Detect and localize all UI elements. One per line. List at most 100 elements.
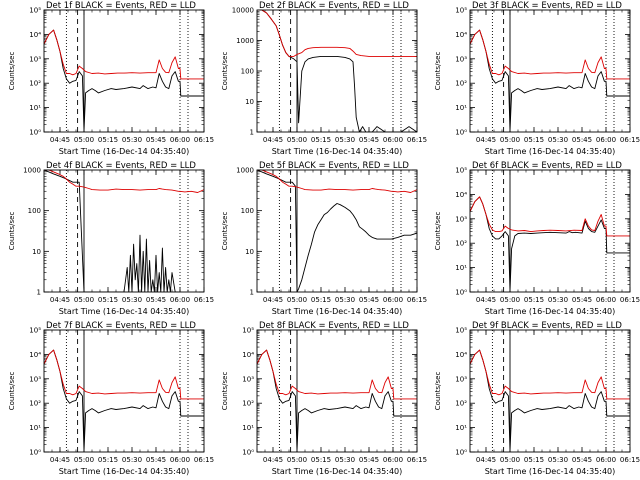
y-tick-label: 10¹ xyxy=(29,104,41,112)
y-tick-label: 10¹ xyxy=(29,424,41,432)
x-tick-label: 05:30 xyxy=(122,456,142,464)
detector-chart: Det 4f BLACK = Events, RED = LLD Counts/s… xyxy=(8,161,214,316)
events-series-line xyxy=(44,349,204,452)
chart-title: Det 6f BLACK = Events, RED = LLD xyxy=(472,161,622,171)
events-series-line xyxy=(44,170,179,292)
detector-chart: Det 5f BLACK = Events, RED = LLD Counts/s… xyxy=(221,161,427,316)
detector-panel: Det 4f BLACK = Events, RED = LLD Counts/s… xyxy=(0,160,214,320)
x-tick-label: 05:00 xyxy=(287,136,307,144)
y-tick-label: 10000 xyxy=(232,7,254,15)
y-tick-label: 10² xyxy=(242,400,254,408)
detector-chart: Det 7f BLACK = Events, RED = LLD Counts/s… xyxy=(8,321,214,476)
x-tick-label: 05:30 xyxy=(335,456,355,464)
series-group xyxy=(44,29,204,132)
series-group xyxy=(44,349,204,452)
x-tick-label: 05:45 xyxy=(359,456,379,464)
events-series-line xyxy=(470,196,630,292)
y-axis-label: Counts/sec xyxy=(221,372,229,411)
x-tick-label: 04:45 xyxy=(50,456,70,464)
x-tick-label: 05:30 xyxy=(335,136,355,144)
y-tick-label: 10⁵ xyxy=(455,327,467,335)
detector-chart: Det 9f BLACK = Events, RED = LLD Counts/s… xyxy=(434,321,640,476)
y-tick-label: 100 xyxy=(241,68,254,76)
detector-panel: Det 6f BLACK = Events, RED = LLD Counts/s… xyxy=(426,160,640,320)
x-axis-label: Start Time (16-Dec-14 04:35:40) xyxy=(272,147,403,156)
chart-title: Det 1f BLACK = Events, RED = LLD xyxy=(46,1,196,11)
detector-chart: Det 6f BLACK = Events, RED = LLD Counts/s… xyxy=(434,161,640,316)
y-tick-label: 10³ xyxy=(455,55,467,63)
y-axis-label: Counts/sec xyxy=(221,212,229,251)
y-tick-label: 1 xyxy=(250,129,254,137)
y-tick-label: 10² xyxy=(29,80,41,88)
x-tick-label: 05:45 xyxy=(359,136,379,144)
y-tick-label: 10² xyxy=(455,240,467,248)
series-group xyxy=(470,29,630,132)
events-series-line xyxy=(470,29,630,132)
detector-chart: Det 3f BLACK = Events, RED = LLD Counts/s… xyxy=(434,1,640,156)
plot-frame xyxy=(256,9,418,133)
x-tick-label: 05:30 xyxy=(548,136,568,144)
y-axis-label: Counts/sec xyxy=(8,52,16,91)
y-tick-label: 1000 xyxy=(236,167,254,175)
plot-frame xyxy=(43,9,205,133)
lld-series-line xyxy=(257,10,417,57)
chart-title: Det 9f BLACK = Events, RED = LLD xyxy=(472,321,622,331)
y-tick-label: 10¹ xyxy=(455,104,467,112)
x-tick-label: 05:15 xyxy=(311,456,331,464)
chart-title: Det 2f BLACK = Events, RED = LLD xyxy=(259,1,409,11)
x-tick-label: 05:00 xyxy=(500,296,520,304)
x-tick-label: 05:45 xyxy=(572,136,592,144)
x-axis-label: Start Time (16-Dec-14 04:35:40) xyxy=(59,467,190,476)
chart-title: Det 3f BLACK = Events, RED = LLD xyxy=(472,1,622,11)
y-axis-label: Counts/sec xyxy=(8,372,16,411)
x-tick-label: 06:00 xyxy=(170,456,190,464)
plot-frame xyxy=(469,169,631,293)
y-tick-label: 10⁵ xyxy=(455,7,467,15)
x-tick-label: 04:45 xyxy=(263,136,283,144)
x-tick-label: 06:00 xyxy=(383,456,403,464)
y-tick-label: 10⁰ xyxy=(455,129,467,137)
lld-series-line xyxy=(470,29,630,80)
x-tick-label: 04:45 xyxy=(50,136,70,144)
plot-frame xyxy=(43,329,205,453)
y-tick-label: 10¹ xyxy=(455,264,467,272)
x-axis-label: Start Time (16-Dec-14 04:35:40) xyxy=(59,147,190,156)
y-tick-label: 10⁵ xyxy=(455,167,467,175)
lld-series-line xyxy=(470,196,630,237)
chart-title: Det 8f BLACK = Events, RED = LLD xyxy=(259,321,409,331)
x-tick-label: 04:45 xyxy=(263,456,283,464)
x-tick-label: 05:45 xyxy=(146,456,166,464)
plot-frame xyxy=(256,329,418,453)
x-tick-label: 06:15 xyxy=(194,296,214,304)
detector-panel: Det 3f BLACK = Events, RED = LLD Counts/s… xyxy=(426,0,640,160)
x-tick-label: 05:15 xyxy=(524,296,544,304)
x-axis-label: Start Time (16-Dec-14 04:35:40) xyxy=(272,307,403,316)
lld-series-line xyxy=(257,170,417,193)
y-tick-label: 10² xyxy=(455,400,467,408)
x-tick-label: 05:45 xyxy=(146,136,166,144)
y-tick-label: 10⁴ xyxy=(29,31,41,39)
x-tick-label: 05:15 xyxy=(311,136,331,144)
x-tick-label: 05:15 xyxy=(98,136,118,144)
x-tick-label: 06:00 xyxy=(170,136,190,144)
chart-title: Det 7f BLACK = Events, RED = LLD xyxy=(46,321,196,331)
y-tick-label: 100 xyxy=(28,207,41,215)
y-axis-label: Counts/sec xyxy=(434,52,442,91)
x-tick-label: 06:15 xyxy=(620,296,640,304)
x-tick-label: 05:45 xyxy=(572,456,592,464)
y-tick-label: 10¹ xyxy=(242,424,254,432)
x-tick-label: 05:45 xyxy=(146,296,166,304)
x-axis-label: Start Time (16-Dec-14 04:35:40) xyxy=(485,147,616,156)
y-tick-label: 10¹ xyxy=(455,424,467,432)
x-axis-label: Start Time (16-Dec-14 04:35:40) xyxy=(272,467,403,476)
detector-chart: Det 2f BLACK = Events, RED = LLD Counts/s… xyxy=(221,1,427,156)
y-tick-label: 100 xyxy=(241,207,254,215)
y-tick-label: 10⁴ xyxy=(242,351,254,359)
x-tick-label: 05:15 xyxy=(524,456,544,464)
x-tick-label: 05:30 xyxy=(548,296,568,304)
x-tick-label: 06:15 xyxy=(407,136,427,144)
x-tick-label: 06:00 xyxy=(383,296,403,304)
y-tick-label: 1 xyxy=(37,289,41,297)
y-axis-label: Counts/sec xyxy=(8,212,16,251)
lld-series-line xyxy=(44,170,204,193)
